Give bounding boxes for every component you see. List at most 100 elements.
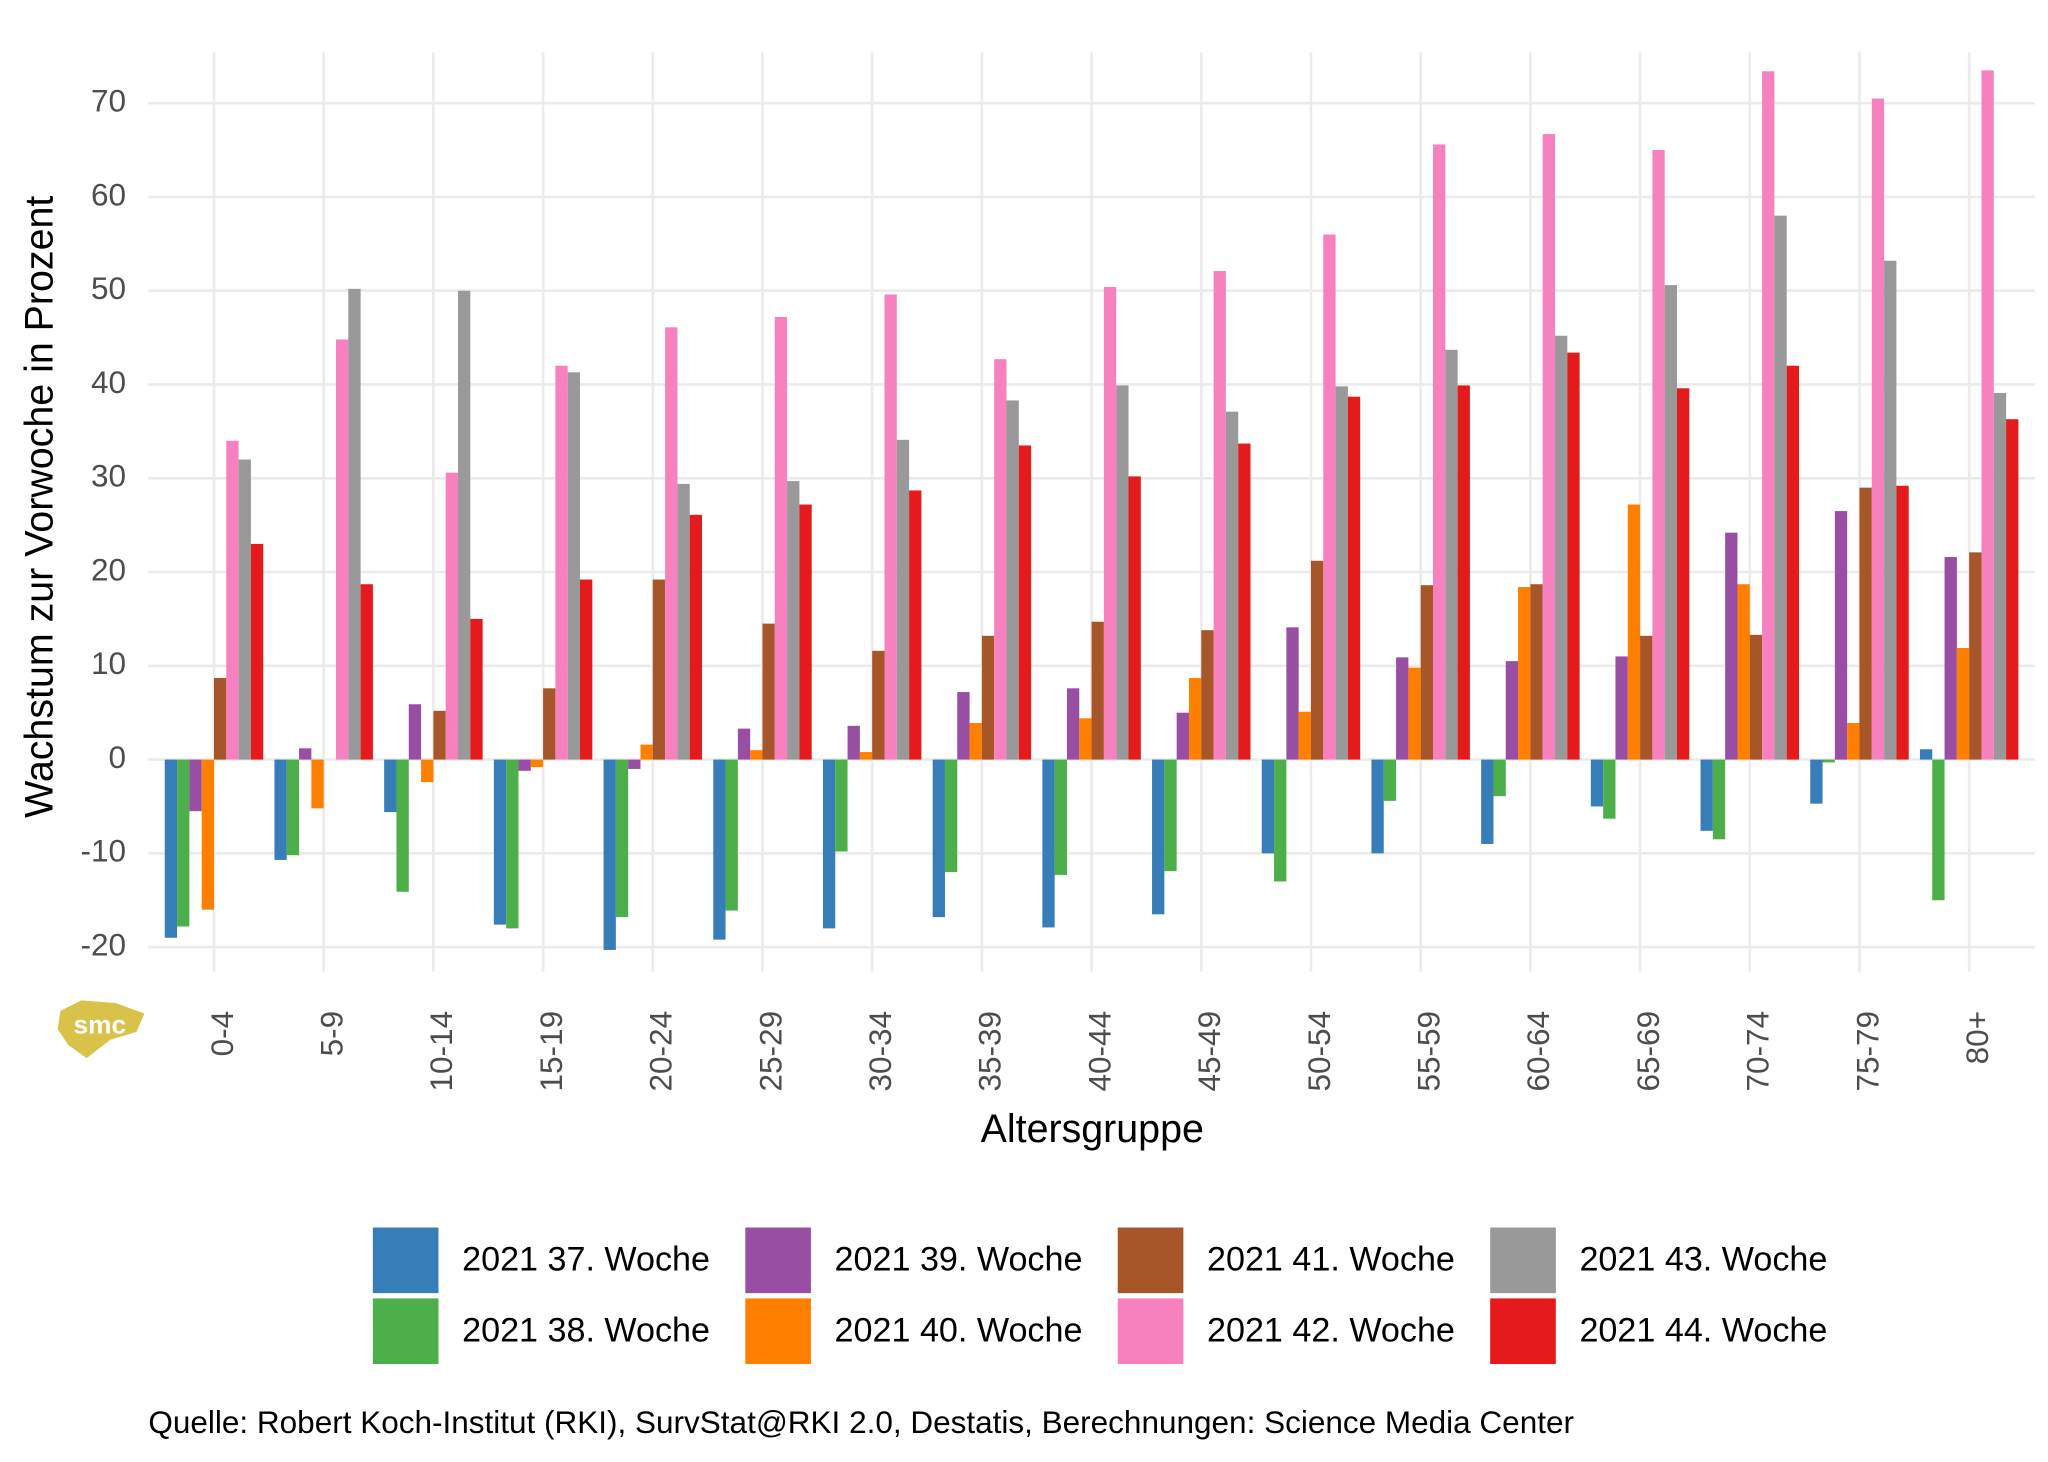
- bar: [896, 439, 910, 760]
- legend-key: [372, 1227, 439, 1294]
- legend-key: [1490, 1227, 1556, 1294]
- legend-key: [1490, 1298, 1556, 1365]
- bar: [725, 759, 738, 911]
- x-axis-title: Altersgruppe: [981, 1107, 1204, 1151]
- bar: [1871, 98, 1885, 760]
- caption: Quelle: Robert Koch-Institut (RKI), Surv…: [148, 1404, 1574, 1440]
- bar: [1640, 635, 1653, 760]
- bar: [640, 744, 653, 760]
- x-tick-label: 5-9: [314, 1011, 350, 1057]
- bar: [1128, 476, 1141, 760]
- bar: [665, 327, 678, 760]
- x-tick-label: 15-19: [533, 1011, 569, 1092]
- bar: [1615, 656, 1628, 760]
- legend-key: [745, 1227, 811, 1294]
- bar: [1762, 71, 1775, 760]
- bar: [384, 759, 397, 813]
- bar: [1066, 688, 1080, 760]
- bar: [1457, 385, 1470, 760]
- bar: [1859, 487, 1872, 760]
- bar: [445, 472, 459, 760]
- bar: [994, 359, 1007, 760]
- bar: [2006, 419, 2019, 760]
- y-axis-title: Wachstum zur Vorwoche in Prozent: [17, 196, 61, 818]
- bar: [884, 294, 897, 760]
- bar: [847, 725, 860, 760]
- bar: [1932, 759, 1945, 901]
- y-tick-label: -20: [80, 926, 126, 962]
- bar: [1176, 712, 1189, 760]
- bar: [1969, 552, 1982, 760]
- series: [213, 487, 1982, 760]
- bar: [1749, 634, 1763, 760]
- bar: [274, 759, 287, 860]
- legend-label: 2021 42. Woche: [1207, 1312, 1455, 1350]
- bar: [713, 759, 726, 940]
- bar: [1310, 560, 1324, 760]
- bar: [1103, 286, 1117, 760]
- bar: [396, 759, 409, 892]
- bar: [1274, 759, 1287, 882]
- bar: [969, 723, 982, 760]
- y-tick-label: 20: [91, 551, 126, 587]
- bar: [1018, 445, 1032, 760]
- y-tick-label: 10: [91, 645, 126, 681]
- bar: [1188, 677, 1202, 760]
- legend-label: 2021 43. Woche: [1579, 1241, 1827, 1279]
- bar: [1518, 587, 1531, 760]
- bar: [567, 372, 581, 760]
- bar: [1603, 759, 1616, 819]
- bar: [603, 759, 616, 950]
- bar: [1164, 759, 1177, 872]
- bar: [580, 579, 593, 760]
- series: [226, 70, 1994, 760]
- series: [177, 759, 1945, 929]
- bar: [1712, 759, 1726, 840]
- x-tick-label: 65-69: [1630, 1011, 1666, 1092]
- bar: [799, 504, 812, 760]
- bar: [932, 759, 945, 918]
- bar: [981, 635, 995, 760]
- bar: [1944, 557, 1957, 760]
- bar: [493, 759, 507, 925]
- x-tick-label: 0-4: [204, 1011, 240, 1057]
- bar: [628, 759, 641, 769]
- x-tick-label: 70-74: [1740, 1011, 1776, 1092]
- bar: [250, 543, 264, 760]
- bar: [1420, 585, 1433, 760]
- bar: [1298, 711, 1311, 760]
- legend-label: 2021 44. Woche: [1579, 1312, 1827, 1350]
- bar: [787, 481, 800, 760]
- bar: [1567, 352, 1580, 760]
- series: [250, 352, 2019, 760]
- x-tick-label: 55-59: [1411, 1011, 1447, 1092]
- x-tick-label: 80+: [1959, 1011, 1995, 1064]
- y-tick-label: 70: [91, 82, 126, 118]
- bar: [762, 623, 775, 760]
- bar: [652, 579, 666, 760]
- bar: [433, 710, 446, 760]
- bar: [957, 692, 970, 760]
- bar: [543, 688, 556, 760]
- bar: [1383, 759, 1397, 801]
- x-tick-label: 35-39: [972, 1011, 1008, 1092]
- bar: [1042, 759, 1055, 928]
- bar: [335, 339, 349, 760]
- bar: [1993, 392, 2007, 760]
- bar: [872, 650, 885, 760]
- bar: [177, 759, 190, 927]
- bar: [1323, 234, 1336, 760]
- bar: [1116, 385, 1129, 760]
- legend-label: 2021 41. Woche: [1207, 1241, 1455, 1279]
- bar: [737, 728, 751, 760]
- y-tick-label: 50: [91, 270, 126, 306]
- bar: [1737, 584, 1750, 760]
- legend-key: [1117, 1298, 1184, 1365]
- bar: [1335, 386, 1348, 760]
- series: [201, 504, 1970, 910]
- bar: [1956, 647, 1970, 760]
- bar: [1774, 215, 1787, 760]
- bar: [1505, 661, 1519, 760]
